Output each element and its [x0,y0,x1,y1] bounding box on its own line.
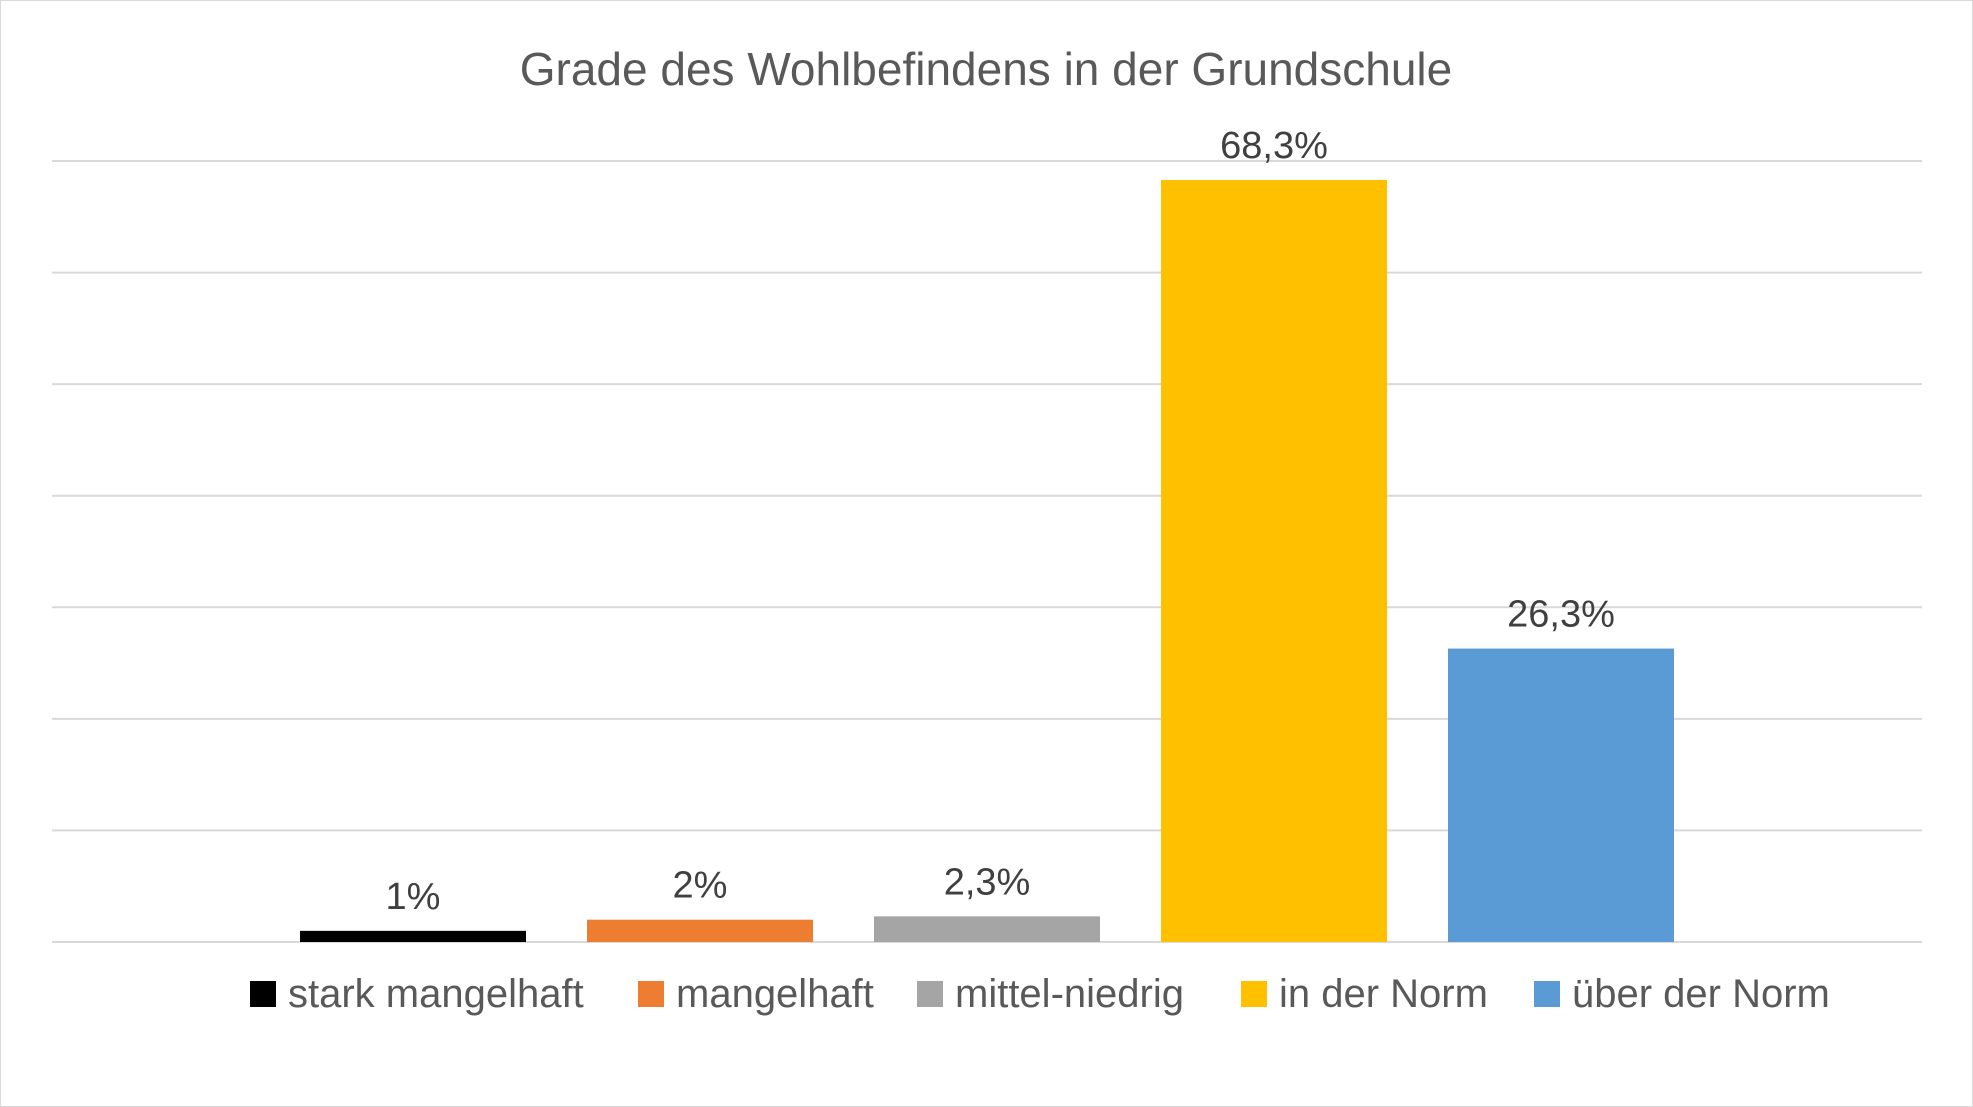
data-label-3: 68,3% [1220,125,1328,167]
bar-4 [1448,648,1674,942]
gridlines [52,160,1922,943]
data-labels: 1% 2% 2,3% 68,3% 26,3% [386,125,1615,918]
legend-swatch-0 [250,981,276,1007]
data-label-2: 2,3% [944,861,1031,903]
legend-label-0: stark mangelhaft [288,972,584,1016]
legend-label-4: über der Norm [1572,972,1830,1016]
data-label-1: 2% [673,865,728,907]
legend-swatch-3 [1241,981,1267,1007]
chart-title: Grade des Wohlbefindens in der Grundschu… [520,43,1453,95]
legend-label-1: mangelhaft [676,972,874,1016]
legend-swatch-1 [638,981,664,1007]
data-label-0: 1% [386,876,441,918]
data-label-4: 26,3% [1507,594,1615,636]
legend-swatch-2 [917,981,943,1007]
legend: stark mangelhaft mangelhaft mittel-niedrig… [250,972,1830,1016]
legend-swatch-4 [1534,981,1560,1007]
bar-2 [874,916,1100,942]
bar-1 [587,919,813,942]
bars [300,179,1674,942]
bar-0 [300,930,526,942]
bar-3 [1161,179,1387,942]
legend-label-2: mittel-niedrig [955,972,1184,1016]
legend-label-3: in der Norm [1279,972,1488,1016]
